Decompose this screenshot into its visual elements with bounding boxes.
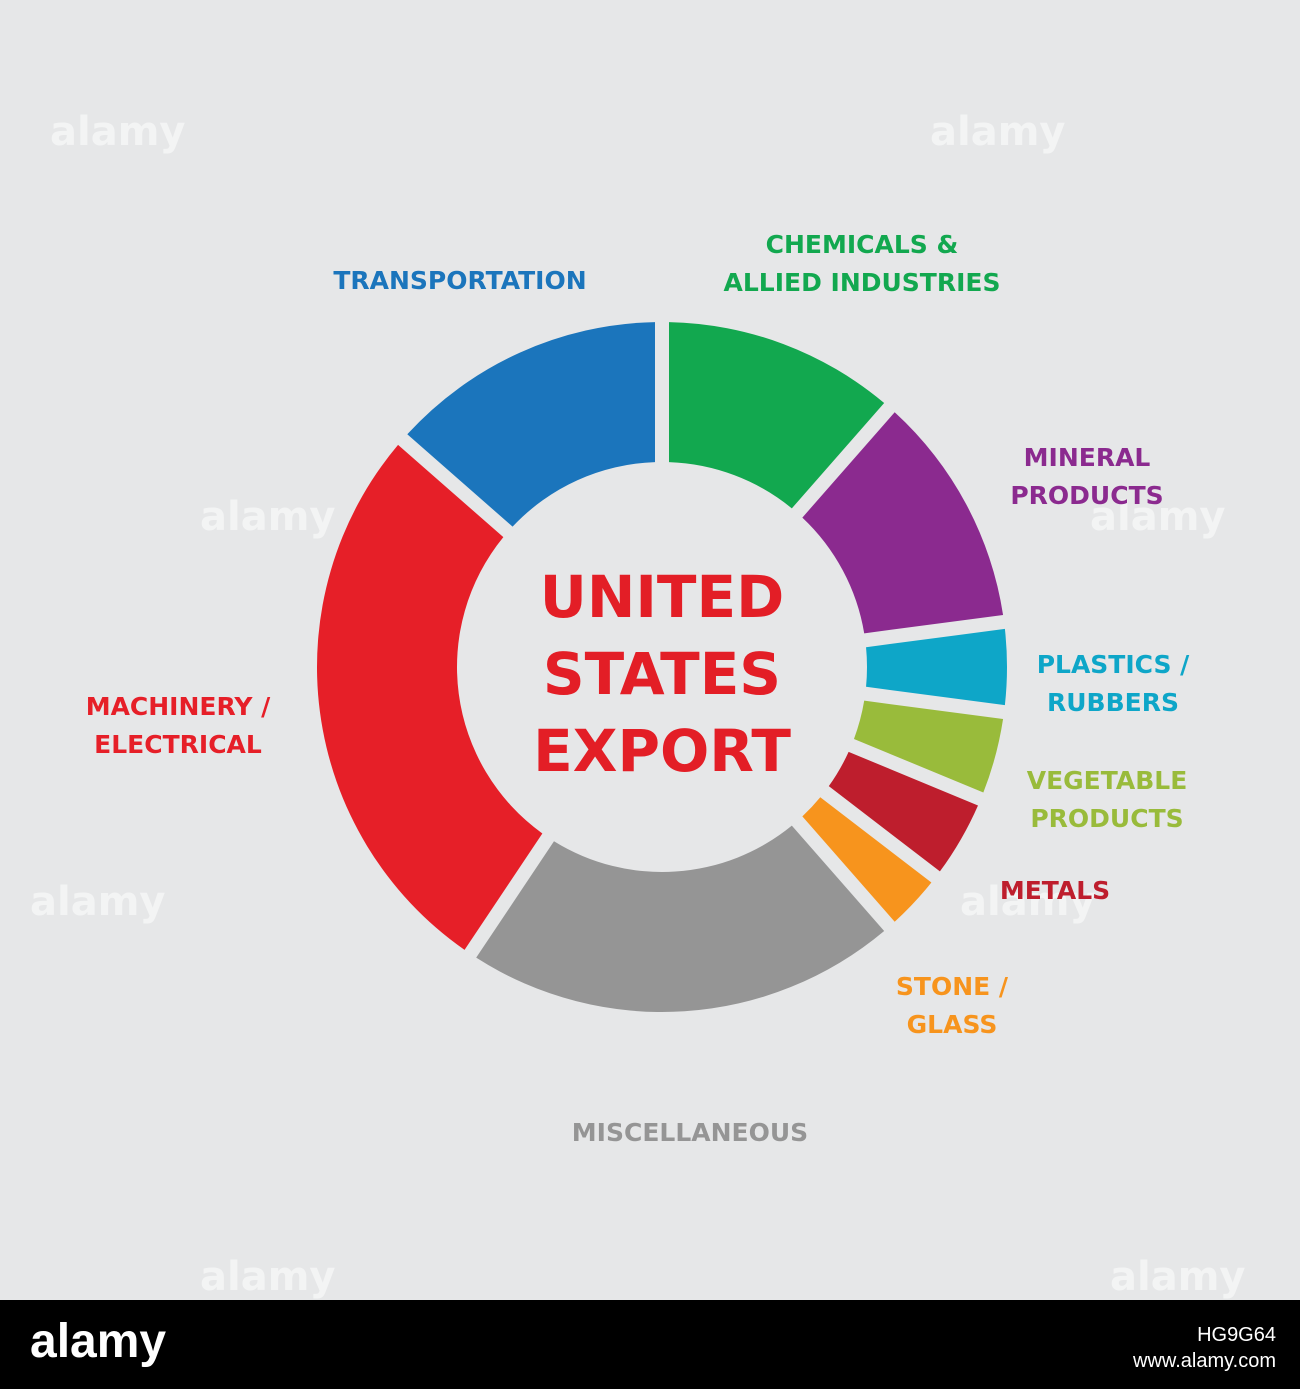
label-miscellaneous: MISCELLANEOUS [572, 1118, 808, 1147]
image-id: HG9G64 [1197, 1324, 1276, 1346]
slice-miscellaneous [476, 825, 885, 1012]
label-mineral-products: MINERAL PRODUCTS [1010, 443, 1163, 510]
footer-bar: alamy HG9G64 www.alamy.com [0, 1300, 1300, 1389]
watermark-logo: alamy [200, 1254, 335, 1300]
label-machinery-electrical: MACHINERY / ELECTRICAL [86, 692, 271, 759]
slice-plastics-rubbers [866, 628, 1008, 706]
chart-title: UNITED STATES EXPORT [533, 563, 791, 785]
watermark-logo: alamy [960, 879, 1095, 925]
slice-vegetable-products [853, 700, 1004, 793]
slice-machinery-electrical [316, 444, 543, 950]
label-vegetable-products: VEGETABLE PRODUCTS [1027, 766, 1188, 833]
center-title: UNITED STATES EXPORT [533, 563, 791, 785]
slice-labels: CHEMICALS & ALLIED INDUSTRIES MINERAL PRODU… [86, 230, 1190, 1147]
slice-mineral-products [802, 412, 1004, 634]
label-transportation: TRANSPORTATION [333, 266, 586, 295]
slice-metals [828, 751, 978, 872]
watermark-logo: alamy [930, 109, 1065, 155]
watermark-logo: alamy [30, 879, 165, 925]
slice-stone-glass [802, 797, 932, 922]
slice-chemicals-allied-industries [668, 322, 885, 509]
watermark-logo: alamy [1090, 494, 1225, 540]
watermark-layer: alamy alamy alamy alamy alamy alamy alamy alamy [30, 109, 1245, 1300]
donut-slices [316, 322, 1008, 1012]
label-chemicals-allied-industries: CHEMICALS & ALLIED INDUSTRIES [723, 230, 1000, 297]
site-url: www.alamy.com [1133, 1350, 1276, 1372]
image-meta: HG9G64 www.alamy.com [1133, 1322, 1276, 1374]
label-plastics-rubbers: PLASTICS / RUBBERS [1037, 650, 1190, 717]
label-metals: METALS [1000, 876, 1110, 905]
label-stone-glass: STONE / GLASS [896, 972, 1009, 1039]
alamy-logo: alamy [30, 1315, 167, 1368]
watermark-logo: alamy [50, 109, 185, 155]
watermark-logo: alamy [200, 494, 335, 540]
watermark-logo: alamy [1110, 1254, 1245, 1300]
slice-transportation [407, 322, 656, 527]
